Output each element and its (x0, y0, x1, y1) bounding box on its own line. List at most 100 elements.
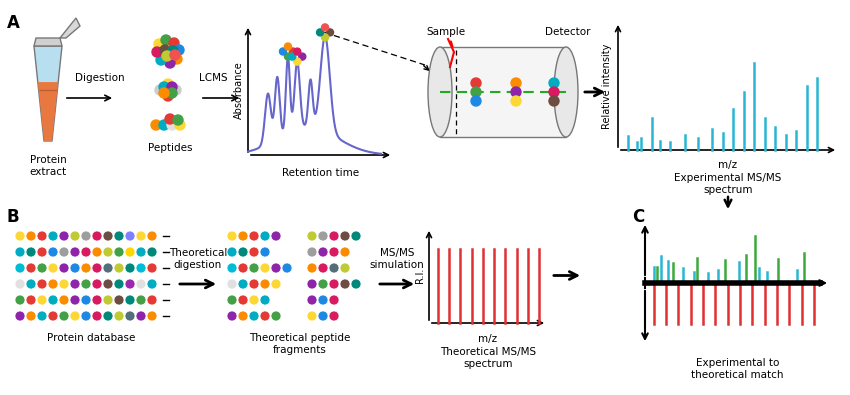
Circle shape (92, 311, 102, 321)
Circle shape (70, 279, 80, 289)
Circle shape (307, 311, 317, 321)
Text: Theoretical peptide
fragments: Theoretical peptide fragments (249, 333, 350, 355)
Text: R.I.: R.I. (415, 268, 425, 283)
Circle shape (285, 43, 292, 50)
Circle shape (271, 279, 281, 289)
Circle shape (154, 39, 164, 49)
Circle shape (249, 263, 259, 273)
Circle shape (114, 279, 124, 289)
Text: Protein
extract: Protein extract (30, 155, 66, 177)
Circle shape (160, 45, 170, 55)
Circle shape (15, 279, 25, 289)
Circle shape (172, 54, 182, 64)
Circle shape (59, 295, 69, 305)
Circle shape (136, 231, 146, 241)
Circle shape (26, 231, 36, 241)
Circle shape (329, 231, 339, 241)
Circle shape (159, 120, 169, 130)
Circle shape (294, 48, 301, 55)
Circle shape (340, 247, 350, 257)
Circle shape (299, 53, 306, 60)
Circle shape (260, 295, 270, 305)
Text: MS/MS
simulation: MS/MS simulation (370, 248, 424, 270)
Circle shape (471, 96, 481, 106)
Circle shape (48, 231, 58, 241)
Circle shape (70, 295, 80, 305)
Circle shape (173, 115, 183, 125)
Circle shape (81, 311, 91, 321)
Circle shape (169, 38, 179, 48)
Circle shape (59, 231, 69, 241)
Text: Protein database: Protein database (48, 333, 136, 343)
Text: Experimental MS/MS
spectrum: Experimental MS/MS spectrum (674, 173, 782, 195)
Circle shape (125, 263, 135, 273)
Circle shape (125, 311, 135, 321)
Circle shape (329, 247, 339, 257)
Circle shape (159, 82, 169, 92)
Circle shape (549, 96, 559, 106)
Circle shape (136, 311, 146, 321)
Circle shape (37, 231, 47, 241)
Circle shape (26, 247, 36, 257)
Circle shape (15, 231, 25, 241)
Circle shape (103, 231, 113, 241)
Circle shape (238, 247, 248, 257)
Circle shape (26, 279, 36, 289)
Circle shape (329, 295, 339, 305)
Circle shape (151, 120, 161, 130)
Circle shape (103, 247, 113, 257)
Circle shape (59, 247, 69, 257)
Circle shape (159, 88, 169, 98)
Circle shape (271, 231, 281, 241)
Circle shape (114, 263, 124, 273)
Circle shape (326, 29, 333, 36)
Circle shape (171, 85, 181, 95)
Circle shape (136, 247, 146, 257)
Text: Detector: Detector (545, 27, 591, 37)
Circle shape (249, 231, 259, 241)
Circle shape (103, 263, 113, 273)
Circle shape (147, 231, 157, 241)
Ellipse shape (554, 47, 578, 137)
Circle shape (249, 295, 259, 305)
Circle shape (37, 247, 47, 257)
Circle shape (227, 247, 237, 257)
Circle shape (59, 311, 69, 321)
Polygon shape (37, 82, 58, 141)
Circle shape (271, 263, 281, 273)
Circle shape (103, 279, 113, 289)
Circle shape (307, 295, 317, 305)
Circle shape (227, 231, 237, 241)
Circle shape (238, 279, 248, 289)
Circle shape (125, 295, 135, 305)
Circle shape (307, 279, 317, 289)
Circle shape (289, 53, 296, 60)
Text: Experimental to
theoretical match: Experimental to theoretical match (691, 358, 784, 380)
Circle shape (92, 279, 102, 289)
Circle shape (511, 78, 521, 88)
Circle shape (147, 279, 157, 289)
Polygon shape (34, 38, 62, 46)
Circle shape (81, 247, 91, 257)
Circle shape (81, 231, 91, 241)
Circle shape (156, 55, 166, 65)
Circle shape (307, 263, 317, 273)
Circle shape (351, 279, 361, 289)
Circle shape (48, 247, 58, 257)
Text: Relative intensity: Relative intensity (602, 43, 612, 129)
Circle shape (290, 48, 297, 55)
Circle shape (294, 58, 301, 65)
Circle shape (37, 263, 47, 273)
Circle shape (260, 311, 270, 321)
Circle shape (174, 45, 184, 55)
Circle shape (37, 295, 47, 305)
Text: Sample: Sample (427, 27, 466, 37)
Circle shape (321, 34, 329, 41)
Text: Absorbance: Absorbance (234, 61, 244, 119)
Circle shape (136, 263, 146, 273)
Circle shape (70, 231, 80, 241)
FancyBboxPatch shape (440, 47, 566, 137)
Text: m/z: m/z (718, 160, 738, 170)
Circle shape (282, 263, 292, 273)
Circle shape (549, 78, 559, 88)
